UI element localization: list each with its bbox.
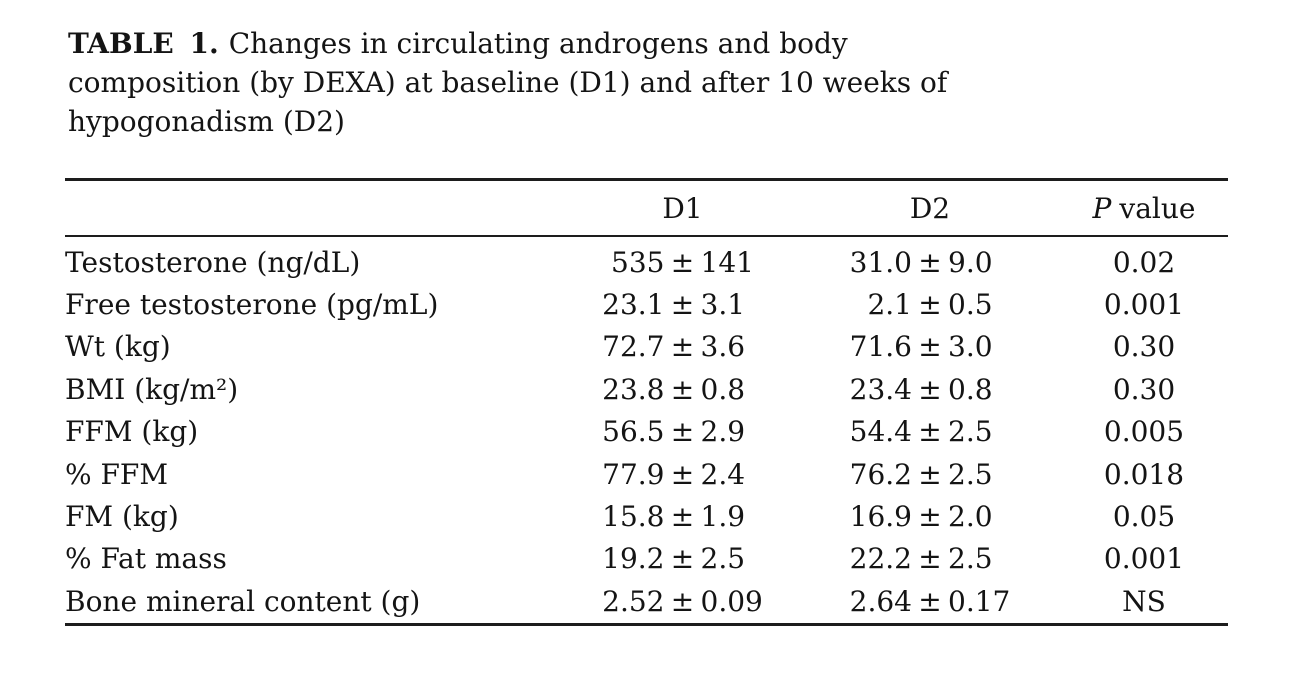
row-label: Testosterone (ng/dL) bbox=[65, 245, 361, 279]
plus-minus-symbol: ± bbox=[670, 415, 695, 449]
row-label: Bone mineral content (g) bbox=[65, 584, 421, 618]
row-label: Free testosterone (pg/mL) bbox=[65, 288, 439, 322]
table-row: Free testosterone (pg/mL) 23.1 ±3.1 2.1 ±0… bbox=[65, 283, 1228, 325]
p-value: 0.05 bbox=[1112, 500, 1176, 534]
p-value: NS bbox=[1122, 584, 1166, 618]
caption-text-1: Changes in circulating androgens and bod… bbox=[228, 27, 848, 60]
header-d2: D2 bbox=[909, 191, 951, 225]
table-number-label: TABLE 1. bbox=[68, 27, 219, 60]
d2-value: 16.9 ±2.0 bbox=[849, 500, 993, 534]
p-value: 0.005 bbox=[1103, 415, 1185, 449]
plus-minus-symbol: ± bbox=[918, 457, 942, 491]
row-label: % Fat mass bbox=[65, 542, 227, 576]
plus-minus-symbol: ± bbox=[670, 584, 695, 618]
d1-value: 23.1 ±3.1 bbox=[602, 288, 746, 322]
table-row: FFM (kg) 56.5 ±2.9 54.4 ±2.5 0.005 bbox=[65, 411, 1228, 453]
row-label: FFM (kg) bbox=[65, 415, 199, 449]
plus-minus-symbol: ± bbox=[670, 500, 695, 534]
plus-minus-symbol: ± bbox=[918, 330, 942, 364]
plus-minus-symbol: ± bbox=[670, 330, 695, 364]
d2-value: 2.1 ±0.5 bbox=[867, 288, 993, 322]
p-value: 0.30 bbox=[1112, 330, 1176, 364]
plus-minus-symbol: ± bbox=[670, 457, 695, 491]
header-d1: D1 bbox=[662, 191, 703, 225]
p-rest: value bbox=[1119, 191, 1196, 225]
table-row: Testosterone (ng/dL) 535 ±141 31.0 ±9.0 0.… bbox=[65, 236, 1228, 283]
table-row: Bone mineral content (g) 2.52 ±0.09 2.64 ±… bbox=[65, 580, 1228, 624]
row-label: % FFM bbox=[65, 457, 169, 491]
table-row: Wt (kg) 72.7 ±3.6 71.6 ±3.0 0.30 bbox=[65, 326, 1228, 368]
plus-minus-symbol: ± bbox=[670, 542, 695, 576]
d2-value: 54.4 ±2.5 bbox=[849, 415, 993, 449]
table-row: % FFM 77.9 ±2.4 76.2 ±2.5 0.018 bbox=[65, 453, 1228, 495]
header-empty bbox=[65, 180, 565, 237]
d1-value: 15.8 ±1.9 bbox=[602, 500, 746, 534]
table-caption: TABLE 1. Changes in circulating androgens… bbox=[68, 24, 1158, 141]
d2-value: 2.64 ±0.17 bbox=[849, 584, 1011, 618]
d1-value: 72.7 ±3.6 bbox=[602, 330, 746, 364]
d1-value: 77.9 ±2.4 bbox=[602, 457, 746, 491]
plus-minus-symbol: ± bbox=[918, 415, 942, 449]
plus-minus-symbol: ± bbox=[918, 372, 942, 406]
d1-value: 23.8 ±0.8 bbox=[602, 372, 746, 406]
p-value: 0.30 bbox=[1112, 372, 1176, 406]
table-row: % Fat mass 19.2 ±2.5 22.2 ±2.5 0.001 bbox=[65, 538, 1228, 580]
table-row: BMI (kg/m²) 23.8 ±0.8 23.4 ±0.8 0.30 bbox=[65, 368, 1228, 410]
p-value: 0.001 bbox=[1103, 542, 1185, 576]
plus-minus-symbol: ± bbox=[670, 288, 695, 322]
d1-value: 535 ±141 bbox=[611, 245, 754, 279]
p-italic: P bbox=[1092, 191, 1112, 225]
plus-minus-symbol: ± bbox=[918, 288, 942, 322]
d2-value: 71.6 ±3.0 bbox=[849, 330, 993, 364]
plus-minus-symbol: ± bbox=[918, 245, 942, 279]
caption-line-3: hypogonadism (D2) bbox=[68, 105, 345, 138]
plus-minus-symbol: ± bbox=[670, 245, 695, 279]
plus-minus-symbol: ± bbox=[918, 542, 942, 576]
d1-value: 19.2 ±2.5 bbox=[602, 542, 746, 576]
d2-value: 31.0 ±9.0 bbox=[849, 245, 993, 279]
p-value: 0.02 bbox=[1112, 245, 1176, 279]
p-value: 0.018 bbox=[1103, 457, 1185, 491]
plus-minus-symbol: ± bbox=[670, 372, 695, 406]
table-row: FM (kg) 15.8 ±1.9 16.9 ±2.0 0.05 bbox=[65, 495, 1228, 537]
p-value: 0.001 bbox=[1103, 288, 1185, 322]
plus-minus-symbol: ± bbox=[918, 500, 942, 534]
d1-value: 56.5 ±2.9 bbox=[602, 415, 746, 449]
d1-value: 2.52 ±0.09 bbox=[602, 584, 763, 618]
plus-minus-symbol: ± bbox=[918, 584, 942, 618]
row-label: FM (kg) bbox=[65, 500, 179, 534]
caption-line-1: TABLE 1. Changes in circulating androgens… bbox=[68, 24, 1158, 63]
row-label: BMI (kg/m²) bbox=[65, 372, 239, 406]
d2-value: 22.2 ±2.5 bbox=[849, 542, 993, 576]
d2-value: 23.4 ±0.8 bbox=[849, 372, 993, 406]
row-label: Wt (kg) bbox=[65, 330, 171, 364]
caption-line-2: composition (by DEXA) at baseline (D1) a… bbox=[68, 66, 948, 99]
d2-value: 76.2 ±2.5 bbox=[849, 457, 993, 491]
